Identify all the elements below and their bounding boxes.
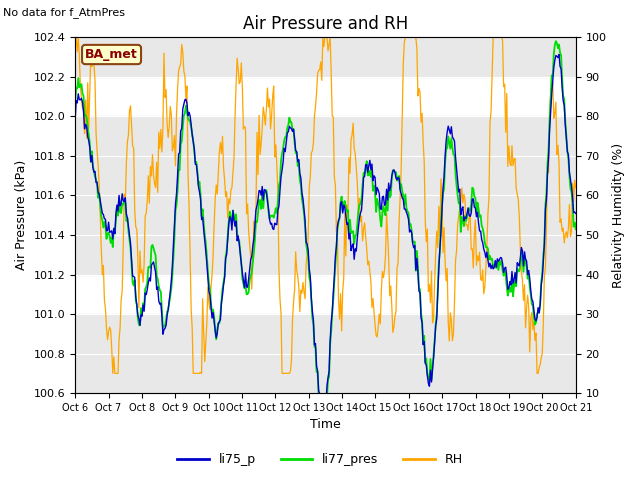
Bar <box>75 37 576 77</box>
Bar <box>75 314 576 393</box>
Legend: li75_p, li77_pres, RH: li75_p, li77_pres, RH <box>172 448 468 471</box>
Title: Air Pressure and RH: Air Pressure and RH <box>243 15 408 33</box>
Text: BA_met: BA_met <box>85 48 138 61</box>
X-axis label: Time: Time <box>310 419 341 432</box>
Y-axis label: Air Pressure (kPa): Air Pressure (kPa) <box>15 160 28 270</box>
Y-axis label: Relativity Humidity (%): Relativity Humidity (%) <box>612 143 625 288</box>
Bar <box>75 116 576 275</box>
Text: No data for f_AtmPres: No data for f_AtmPres <box>3 7 125 18</box>
